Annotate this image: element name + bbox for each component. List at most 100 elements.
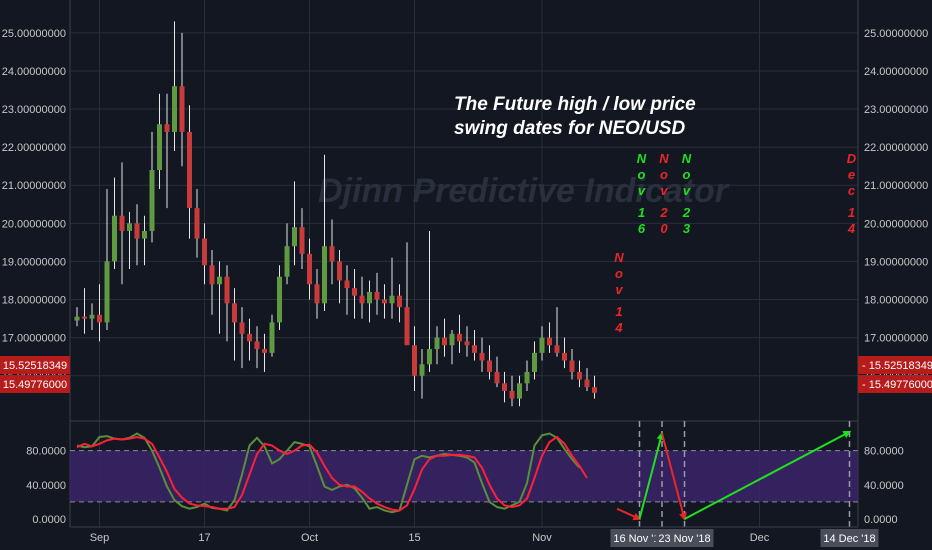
- candle-body-61: [532, 352, 537, 372]
- marker-3-month-char-2: v: [683, 183, 691, 198]
- projection-arrow-0: [616, 507, 642, 521]
- candle-body-30: [299, 227, 305, 254]
- y-tick-left-1: 17.00000000: [2, 333, 66, 345]
- price-badge-left-bg-1: [0, 375, 70, 393]
- candles: [74, 21, 597, 407]
- candle-body-69: [592, 387, 597, 393]
- candle-body-60: [524, 371, 530, 384]
- candle-body-11: [157, 124, 162, 170]
- candle-body-48: [434, 337, 440, 350]
- y-tick-right-2: 18.00000000: [864, 295, 928, 307]
- date-badge-0: 16 Nov '18: [613, 533, 665, 545]
- marker-1-day-char-1: 6: [638, 221, 646, 236]
- candle-body-7: [127, 223, 132, 231]
- x-tick-0: Sep: [90, 532, 110, 544]
- candle-body-9: [142, 230, 147, 239]
- price-badge-right-bg-0: [858, 356, 932, 374]
- candle-body-55: [487, 360, 492, 372]
- projection-arrow-1: [638, 431, 665, 520]
- candle-body-5: [112, 215, 117, 262]
- candle-body-52: [464, 341, 470, 346]
- candle-body-49: [442, 337, 447, 346]
- candle-body-16: [194, 208, 200, 239]
- candle-body-36: [344, 280, 350, 289]
- candle-body-19: [217, 276, 222, 285]
- price-badges: 15.52518349 - 15.52518349 15.49776000 - 15.…: [0, 356, 932, 393]
- stoch-k-line: [76, 432, 581, 514]
- marker-1-day-char-0: 1: [638, 205, 645, 220]
- marker-1-month-char-2: v: [638, 183, 646, 198]
- candle-body-31: [307, 253, 312, 285]
- candle-body-8: [134, 223, 140, 239]
- x-tick-5: Dec: [750, 532, 770, 544]
- chart-title-line-1: The Future high / low price: [454, 94, 696, 115]
- oscillator-band: [70, 450, 858, 502]
- candle-body-3: [97, 314, 102, 323]
- candle-body-50: [449, 333, 455, 346]
- y-tick-left-5: 21.00000000: [2, 180, 66, 192]
- y-tick-right-7: 23.00000000: [864, 104, 928, 116]
- price-grid: [69, 0, 859, 527]
- marker-0-month-char-0: N: [614, 250, 624, 265]
- osc-tick-left-0: 0.0000: [32, 514, 66, 526]
- stoch-d-line: [76, 435, 588, 512]
- candle-body-39: [367, 291, 372, 304]
- projection-arrow-2: [661, 433, 687, 521]
- candle-body-14: [179, 86, 185, 132]
- candle-body-67: [577, 371, 582, 380]
- marker-4-day-char-0: 1: [848, 205, 855, 220]
- candle-body-32: [314, 284, 320, 304]
- price-badge-right-bg-1: [858, 375, 932, 393]
- candle-body-46: [419, 364, 425, 376]
- candle-body-4: [104, 261, 110, 323]
- candle-body-65: [562, 352, 567, 361]
- osc-tick-right-0: 0.0000: [864, 514, 898, 526]
- marker-4-month-char-1: e: [848, 167, 855, 182]
- candle-body-1: [82, 316, 87, 319]
- candle-body-41: [382, 299, 387, 304]
- candle-body-38: [359, 295, 365, 304]
- osc-tick-left-2: 80.0000: [26, 446, 66, 458]
- price-badge-right-1: - 15.49776000: [862, 379, 932, 391]
- candle-body-13: [172, 86, 177, 132]
- price-badge-left-0: 15.52518349: [3, 360, 67, 372]
- candle-body-34: [329, 246, 335, 262]
- marker-2-month-char-1: o: [660, 167, 668, 182]
- y-tick-left-8: 24.00000000: [2, 66, 66, 78]
- candle-body-45: [412, 345, 417, 376]
- candle-body-64: [554, 345, 560, 353]
- candle-body-40: [374, 291, 380, 300]
- date-badge-2: 14 Dec '18: [823, 533, 875, 545]
- y-tick-right-9: 25.00000000: [864, 28, 928, 40]
- watermark: Djinn Predictive Indicator: [318, 172, 730, 210]
- candle-body-42: [389, 295, 395, 304]
- date-badge-bg-0: [610, 529, 669, 547]
- candle-body-23: [247, 333, 252, 342]
- candle-body-37: [352, 288, 357, 296]
- marker-1-month-char-0: N: [637, 151, 647, 166]
- price-badge-left-bg-0: [0, 356, 70, 374]
- candle-body-43: [397, 295, 402, 308]
- marker-0-day-char-0: 1: [615, 304, 622, 319]
- marker-1-month-char-1: o: [638, 167, 646, 182]
- candle-body-62: [539, 337, 545, 353]
- marker-2-month-char-2: v: [660, 183, 668, 198]
- candle-body-56: [494, 371, 500, 384]
- y-tick-left-2: 18.00000000: [2, 295, 66, 307]
- y-tick-left-9: 25.00000000: [2, 28, 66, 40]
- marker-0-month-char-2: v: [615, 282, 623, 297]
- candle-body-21: [232, 303, 237, 323]
- candle-body-17: [202, 238, 207, 266]
- candle-body-58: [509, 390, 515, 399]
- x-tick-2: Oct: [301, 532, 318, 544]
- candle-body-25: [262, 349, 267, 353]
- x-tick-1: 17: [198, 532, 210, 544]
- candle-body-22: [239, 322, 245, 334]
- candle-body-15: [187, 131, 192, 209]
- price-axis-left: 16.0000000017.0000000018.0000000019.0000…: [2, 28, 66, 383]
- osc-tick-right-2: 80.0000: [864, 446, 904, 458]
- marker-0-day-char-1: 4: [614, 320, 623, 335]
